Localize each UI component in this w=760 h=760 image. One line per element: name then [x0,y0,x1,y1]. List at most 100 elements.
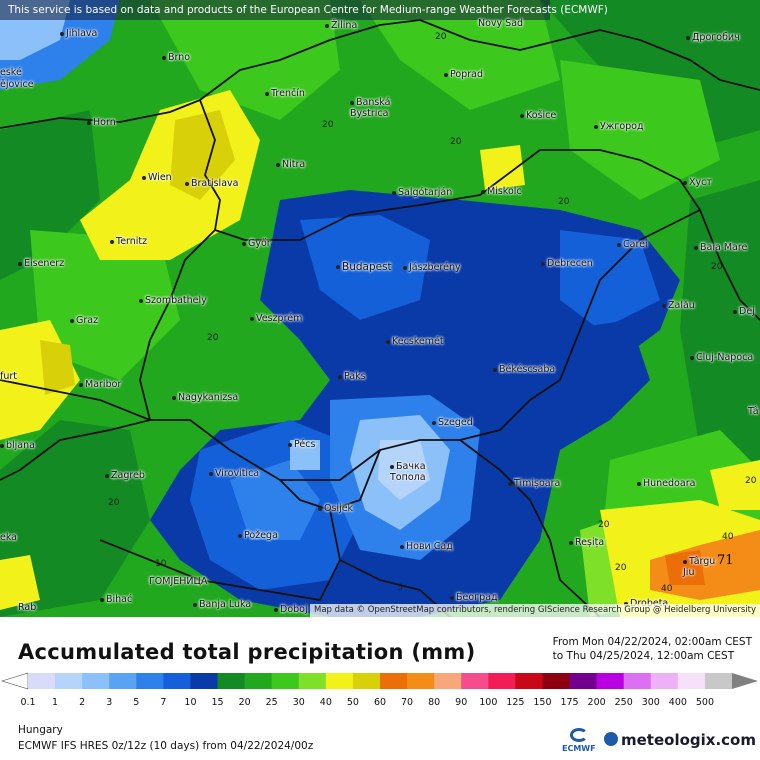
city-dot-icon [105,473,109,478]
scale-swatch [596,673,625,689]
city-name: ГОМЈЕНИЦА [149,576,208,587]
color-scale-labels: 0.1 1 2 3 5 7 10 15 20 25 30 40 50 60 70 80 90 100 125 150 1… [0,697,760,711]
city-name: Hunedoara [643,478,696,489]
city-name: Budapest [342,261,392,273]
city-name: Ужгород [600,121,644,132]
city-dot-icon [79,382,83,387]
city-dot-icon [87,120,91,125]
city-name: Kecskemét [392,336,444,347]
scale-tick-label: 200 [587,697,606,708]
city-label: Bihać [100,594,132,605]
contour-label: 20 [558,197,570,207]
scale-swatch [461,673,489,689]
city-dot-icon [162,55,166,60]
scale-swatch [380,673,408,689]
city-dot-icon [432,420,436,425]
city-label: Jászberény [403,262,461,273]
city-label: Pécs [288,439,315,450]
city-name: Graz [76,315,99,326]
city-label: Poprad [444,69,483,80]
region-label: Hungary [18,724,63,736]
city-label: Szeged [432,417,473,428]
scale-tick-label: 15 [211,697,224,708]
scale-tick-label: 90 [455,697,468,708]
city-label: bljana [0,440,35,451]
city-dot-icon [350,100,354,105]
city-dot-icon [508,481,512,486]
contour-label: 20 [322,120,334,130]
city-dot-icon [110,239,114,244]
ecmwf-logo-text: ECMWF [562,744,596,753]
city-label: Požega [238,530,278,541]
city-dot-icon [265,91,269,96]
city-name: Požega [244,530,278,541]
scale-swatch [190,673,219,689]
precipitation-map[interactable]: This service is based on data and produc… [0,0,760,617]
city-label: Nagykanizsa [172,392,238,403]
city-dot-icon [624,601,628,606]
city-dot-icon [336,265,340,269]
contour-label: 10 [155,559,167,569]
city-dot-icon [0,443,4,448]
city-label: Szombathely [139,295,207,306]
city-name: Београд [456,592,498,603]
city-dot-icon [318,506,322,511]
city-name: Carei [623,239,648,250]
city-dot-icon [637,481,641,486]
scale-swatch [28,673,56,689]
city-label: Ужгород [594,121,644,132]
city-dot-icon [70,318,74,323]
meteologix-logo[interactable]: meteologix.com [604,731,756,749]
city-dot-icon [694,245,698,250]
city-label: Нови Сад [400,541,453,552]
city-name: Timișoara [514,478,561,489]
city-name: Tâ [748,406,759,417]
contour-label: 40 [722,532,734,542]
ecmwf-logo[interactable]: ECMWF [562,728,596,756]
city-label: Хуст [683,177,712,188]
city-label: Budapest [336,261,392,273]
scale-tick-label: 70 [401,697,414,708]
city-name: Veszprém [256,313,303,324]
map-attribution: Map data © OpenStreetMap contributors, r… [310,604,760,617]
city-dot-icon [100,597,104,602]
scale-under-arrow [0,672,29,690]
city-name: Drobeta [630,598,668,609]
city-dot-icon [338,374,342,379]
city-label: Cluj-Napoca [690,352,753,363]
city-dot-icon [325,23,329,28]
city-label: Horn [87,117,116,128]
city-label: Târgu Jiu [683,556,725,578]
city-dot-icon [733,309,737,314]
city-name: Jihlava [66,28,98,39]
scale-swatch [325,673,354,689]
city-name: Novy Sad [478,18,524,29]
scale-swatch [650,673,679,689]
scale-tick-label: 100 [479,697,498,708]
contour-label: 20 [711,262,723,272]
city-name: Rab [18,602,37,613]
city-dot-icon [617,242,621,247]
city-label: Győr [242,238,271,249]
city-label: Graz [70,315,98,326]
scale-swatch [163,673,191,689]
city-label: ějovice [0,79,34,90]
city-name: Salgótarján [398,187,453,198]
scale-swatch [704,673,733,689]
city-name: Békéscsaba [499,364,556,375]
city-name: Debrecen [547,258,593,269]
city-label: Jihlava [60,28,97,39]
city-label: Eisenerz [18,258,64,269]
city-name: Bihać [106,594,133,605]
scale-tick-label: 500 [695,697,714,708]
city-name: Eisenerz [24,258,65,269]
brand-name: meteologix.com [621,731,756,749]
scale-tick-label: 80 [428,697,441,708]
city-dot-icon [390,464,394,469]
city-name: Nitra [282,159,306,170]
city-label: Žilina [325,20,357,31]
contour-label: 20 [598,520,610,530]
city-label: Miskolc [481,186,522,197]
city-dot-icon [481,189,485,194]
city-dot-icon [60,31,64,36]
